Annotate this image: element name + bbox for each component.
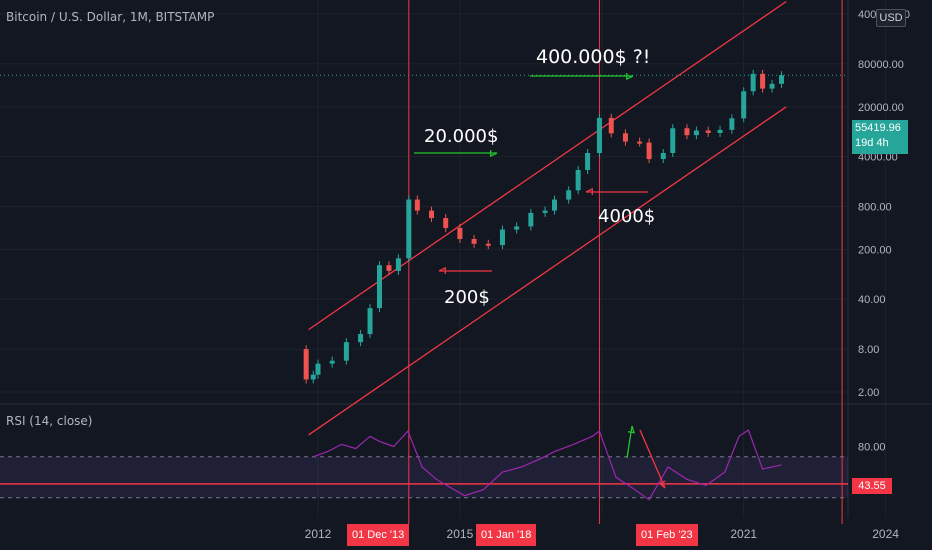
candle-body bbox=[660, 152, 666, 160]
candle-body bbox=[575, 169, 581, 191]
candle-body bbox=[485, 243, 491, 246]
candle-body bbox=[693, 130, 699, 136]
candle-body bbox=[367, 308, 373, 335]
date-tag-jan-18: 01 Jan '18 bbox=[476, 524, 537, 546]
candle-body bbox=[358, 334, 364, 343]
candle-body bbox=[637, 141, 643, 144]
rsi-line bbox=[313, 429, 782, 501]
arrow-rsi-down-head bbox=[658, 480, 666, 489]
candle-body bbox=[406, 199, 412, 259]
x-tick-label: 2015 bbox=[447, 527, 474, 541]
y-tick-label: 20000.00 bbox=[858, 102, 904, 114]
arrow-rsi-up-head bbox=[627, 425, 635, 434]
bar-countdown: 19d 4h bbox=[855, 137, 889, 149]
candle-body bbox=[670, 128, 676, 153]
candle-body bbox=[741, 91, 747, 119]
candle-body bbox=[303, 349, 309, 380]
candle-body bbox=[750, 73, 756, 92]
candle-body bbox=[542, 210, 548, 213]
x-tick-label: 2012 bbox=[305, 527, 332, 541]
date-tag-dec-13: 01 Dec '13 bbox=[347, 524, 410, 546]
last-price: 55419.96 bbox=[855, 122, 901, 134]
candle-body bbox=[646, 142, 652, 160]
y-tick-label: 8.00 bbox=[858, 344, 879, 356]
y-tick-label: 80000.00 bbox=[858, 59, 904, 71]
candle-body bbox=[729, 118, 735, 130]
rsi-value-tag: 43.55 bbox=[852, 478, 892, 494]
candle-body bbox=[552, 199, 557, 211]
ann-20k: 20.000$ bbox=[424, 126, 498, 147]
candle-body bbox=[585, 152, 591, 170]
candle-body bbox=[769, 83, 775, 89]
candle-body bbox=[429, 210, 435, 219]
y-tick-label: 4000.00 bbox=[858, 152, 898, 164]
candle-body bbox=[395, 258, 401, 271]
candle-body bbox=[705, 130, 711, 133]
chart-title: Bitcoin / U.S. Dollar, 1M, BITSTAMP bbox=[6, 10, 215, 24]
rsi-title: RSI (14, close) bbox=[6, 414, 93, 428]
x-tick-label: 2021 bbox=[730, 527, 757, 541]
channel-upper-line bbox=[308, 0, 787, 331]
ann-200: 200$ bbox=[444, 287, 490, 308]
candle-body bbox=[514, 226, 520, 230]
y-tick-label: 2.00 bbox=[858, 387, 879, 399]
arrow-400k-head bbox=[626, 72, 634, 81]
candle-body bbox=[499, 229, 505, 246]
date-tag-feb-23: 01 Feb '23 bbox=[636, 524, 698, 546]
currency-button[interactable]: USD bbox=[876, 9, 906, 27]
candle-body bbox=[329, 360, 335, 364]
x-tick-label: 2024 bbox=[872, 527, 899, 541]
rsi-tick-label: 80.00 bbox=[858, 442, 886, 454]
last-price-tag: 55419.96 19d 4h bbox=[852, 120, 908, 154]
candle-body bbox=[343, 342, 349, 361]
arrow-200-head bbox=[438, 266, 446, 275]
y-tick-label: 200.00 bbox=[858, 244, 892, 256]
ann-400k: 400.000$ ?! bbox=[536, 46, 650, 68]
candle-body bbox=[443, 218, 449, 228]
arrow-rsi-up bbox=[626, 425, 633, 459]
candle-body bbox=[608, 117, 614, 134]
arrow-rsi-down bbox=[639, 429, 666, 489]
candle-body bbox=[760, 73, 766, 89]
y-tick-label: 40.00 bbox=[858, 294, 886, 306]
candle-body bbox=[528, 212, 534, 227]
candle-body bbox=[596, 117, 602, 153]
ann-4000: 4000$ bbox=[598, 206, 655, 227]
candle-body bbox=[376, 265, 382, 309]
rsi-band bbox=[0, 456, 848, 498]
candle-body bbox=[310, 374, 316, 380]
candle-body bbox=[779, 75, 785, 84]
arrow-20k-head bbox=[490, 149, 498, 158]
candle-body bbox=[471, 238, 477, 244]
candle-body bbox=[315, 363, 321, 375]
candle-body bbox=[414, 199, 420, 211]
candle-body bbox=[684, 128, 690, 136]
y-tick-label: 800.00 bbox=[858, 201, 892, 213]
arrow-4000-head bbox=[585, 187, 593, 196]
candle-body bbox=[457, 227, 463, 239]
candle-body bbox=[622, 133, 628, 142]
candle-body bbox=[717, 129, 723, 133]
channel-lower-line bbox=[308, 106, 787, 436]
candle-body bbox=[566, 190, 572, 200]
candle-body bbox=[386, 265, 392, 271]
